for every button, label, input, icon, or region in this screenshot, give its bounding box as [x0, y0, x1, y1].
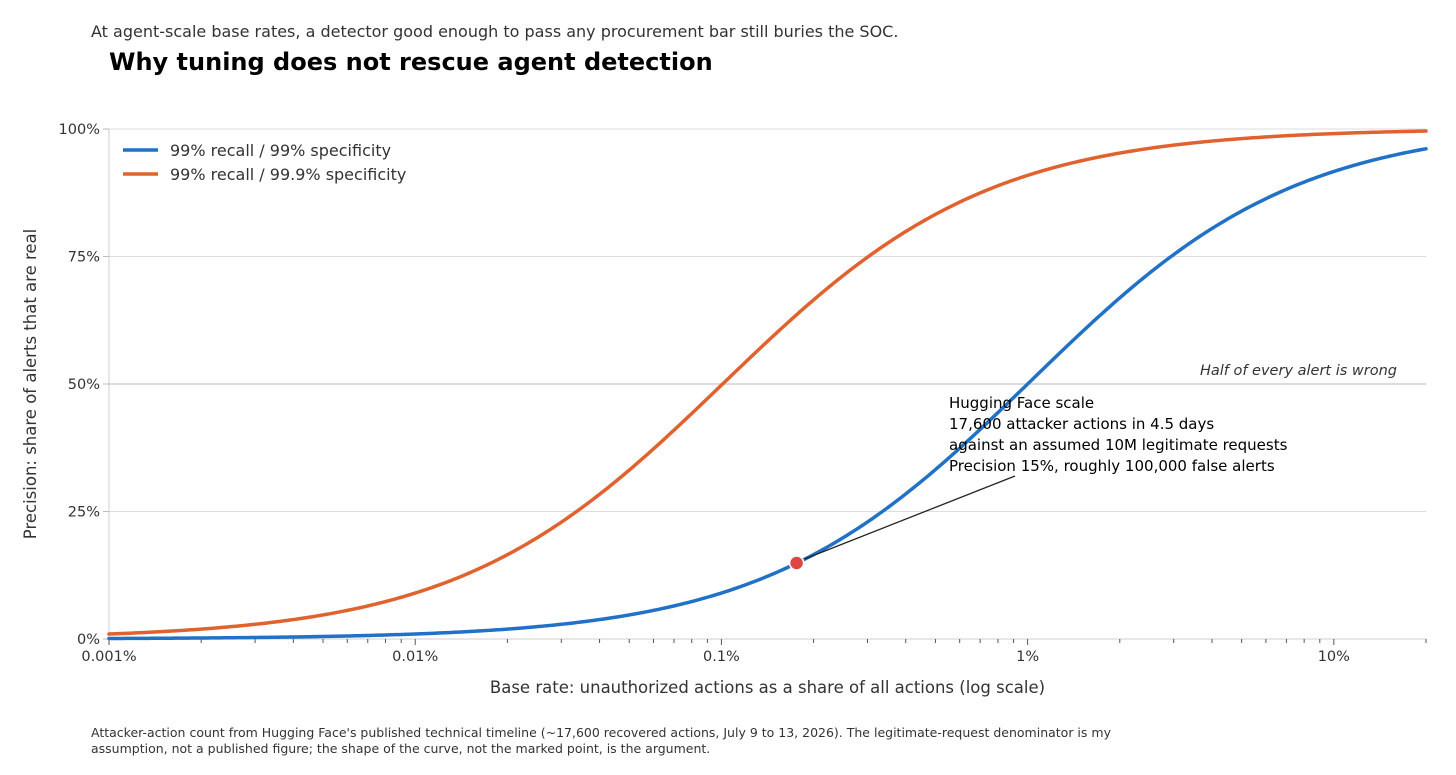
y-axis: 0% 25% 50% 75% 100%	[59, 122, 110, 648]
reference-line-label: Half of every alert is wrong	[1200, 363, 1397, 379]
x-tick-label: 0.001%	[81, 649, 136, 665]
series-group	[107, 129, 1428, 641]
legend-label-series-1: 99% recall / 99% specificity	[170, 141, 391, 160]
x-tick-label: 10%	[1318, 649, 1350, 665]
x-tick-label: 0.1%	[703, 649, 740, 665]
chart-subtitle: At agent-scale base rates, a detector go…	[91, 22, 899, 41]
y-tick-label: 50%	[68, 377, 100, 393]
x-axis-title: Base rate: unauthorized actions as a sha…	[490, 678, 1045, 697]
annotation-line-1: Hugging Face scale	[949, 394, 1094, 412]
legend: 99% recall / 99% specificity 99% recall …	[123, 141, 406, 184]
chart-canvas: Half of every alert is wrong 0.001% 0.01%…	[21, 122, 1428, 697]
highlight-point	[788, 555, 805, 571]
legend-label-series-2: 99% recall / 99.9% specificity	[170, 165, 406, 184]
annotation-line-3: against an assumed 10M legitimate reques…	[949, 436, 1288, 454]
annotation-leader-line	[804, 475, 1016, 560]
reference-line-group: Half of every alert is wrong	[109, 363, 1426, 385]
x-tick-label: 0.01%	[392, 649, 438, 665]
annotation-group: Hugging Face scale 17,600 attacker actio…	[788, 394, 1288, 571]
chart-title: Why tuning does not rescue agent detecti…	[109, 48, 713, 76]
y-tick-label: 75%	[68, 250, 100, 266]
y-tick-label: 0%	[77, 632, 100, 648]
series-line-1	[107, 147, 1428, 641]
x-axis: 0.001% 0.01% 0.1% 1% 10%	[81, 638, 1427, 665]
grid-lines	[109, 128, 1426, 512]
x-tick-label: 1%	[1016, 649, 1039, 665]
y-tick-label: 100%	[59, 122, 100, 138]
annotation-line-2: 17,600 attacker actions in 4.5 days	[949, 415, 1214, 433]
y-axis-title: Precision: share of alerts that are real	[21, 229, 40, 539]
chart-footnote: Attacker-action count from Hugging Face'…	[91, 725, 1111, 756]
annotation-line-4: Precision 15%, roughly 100,000 false ale…	[949, 457, 1275, 475]
series-line-2	[107, 129, 1428, 636]
y-tick-label: 25%	[68, 505, 100, 521]
